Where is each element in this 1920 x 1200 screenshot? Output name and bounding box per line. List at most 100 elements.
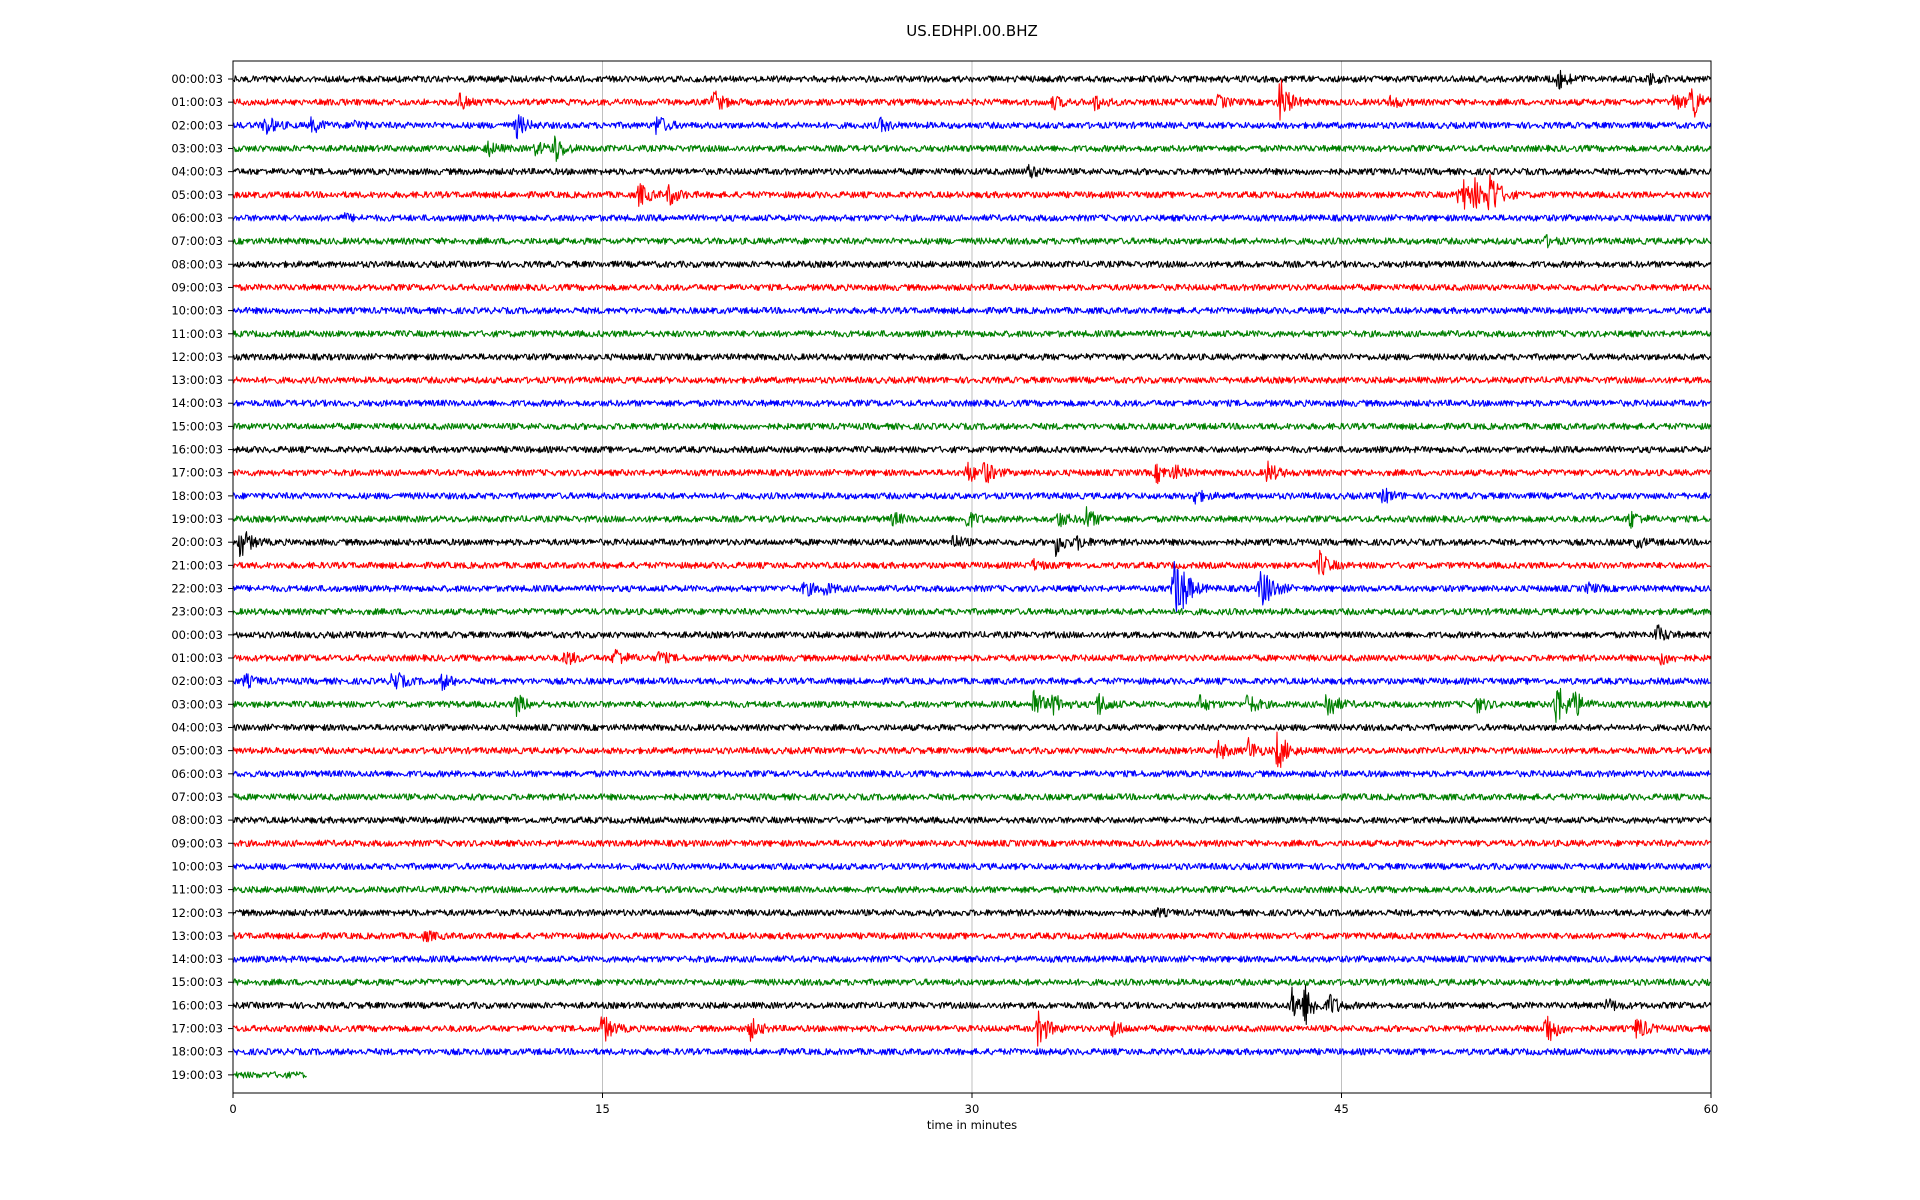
trace-line [232, 885, 1711, 894]
row-time-label: 10:00:03 [171, 859, 223, 873]
row-time-label: 05:00:03 [171, 744, 223, 758]
x-axis-ticks: 0 15 30 45 60 [229, 1093, 1718, 1116]
grid-layer [602, 61, 1342, 1093]
row-time-label: 19:00:03 [171, 512, 223, 526]
trace-line [232, 984, 1712, 1026]
trace-line [232, 560, 1711, 613]
row-time-label: 12:00:03 [171, 906, 223, 920]
trace-line [232, 79, 1712, 121]
x-tick-label: 30 [965, 1102, 980, 1116]
trace-line [232, 907, 1711, 918]
trace-line [232, 1071, 307, 1079]
row-time-label: 15:00:03 [171, 975, 223, 989]
trace-line [232, 69, 1712, 90]
trace-line [232, 283, 1712, 292]
row-time-label: 17:00:03 [171, 466, 223, 480]
row-time-label: 16:00:03 [171, 443, 223, 457]
row-time-label: 06:00:03 [171, 767, 223, 781]
row-time-label: 20:00:03 [171, 535, 223, 549]
trace-line [232, 353, 1711, 361]
row-time-label: 03:00:03 [171, 141, 223, 155]
row-time-label: 21:00:03 [171, 558, 223, 572]
trace-line [232, 1010, 1711, 1047]
trace-line [232, 770, 1711, 778]
trace-line [232, 549, 1711, 576]
trace-line [232, 687, 1712, 723]
trace-line [232, 839, 1711, 848]
row-time-label: 07:00:03 [171, 234, 223, 248]
trace-line [232, 672, 1711, 692]
row-time-label: 01:00:03 [171, 651, 223, 665]
trace-line [232, 234, 1712, 249]
row-time-label: 09:00:03 [171, 280, 223, 294]
trace-line [232, 306, 1712, 315]
row-time-label: 04:00:03 [171, 165, 223, 179]
trace-line [232, 793, 1711, 801]
row-time-label: 11:00:03 [171, 883, 223, 897]
row-time-label: 11:00:03 [171, 327, 223, 341]
row-time-label: 16:00:03 [171, 998, 223, 1012]
row-time-label: 13:00:03 [171, 373, 223, 387]
row-time-label: 02:00:03 [171, 118, 223, 132]
trace-line [232, 978, 1711, 986]
trace-line [232, 955, 1712, 963]
x-tick-label: 45 [1334, 1102, 1349, 1116]
row-time-label: 00:00:03 [171, 72, 223, 86]
row-time-label: 00:00:03 [171, 628, 223, 642]
row-time-label: 09:00:03 [171, 836, 223, 850]
row-time-label: 07:00:03 [171, 790, 223, 804]
row-time-label: 15:00:03 [171, 419, 223, 433]
trace-line [232, 731, 1712, 768]
row-time-label: 23:00:03 [171, 605, 223, 619]
trace-line [232, 624, 1712, 641]
x-tick-label: 60 [1704, 1102, 1719, 1116]
chart-title: US.EDHPI.00.BHZ [906, 22, 1038, 40]
trace-line [232, 163, 1712, 179]
trace-line [232, 376, 1711, 384]
trace-line [232, 422, 1712, 431]
trace-line [232, 173, 1711, 211]
row-time-label: 03:00:03 [171, 697, 223, 711]
x-axis-label: time in minutes [927, 1118, 1017, 1132]
trace-line [232, 399, 1711, 407]
trace-line [232, 531, 1711, 558]
x-tick-label: 0 [229, 1102, 236, 1116]
row-time-label: 13:00:03 [171, 929, 223, 943]
row-time-label: 12:00:03 [171, 350, 223, 364]
row-time-label: 22:00:03 [171, 582, 223, 596]
row-time-label: 19:00:03 [171, 1068, 223, 1082]
trace-line [232, 445, 1711, 454]
row-time-label: 08:00:03 [171, 257, 223, 271]
trace-line [232, 260, 1712, 269]
row-time-label: 17:00:03 [171, 1022, 223, 1036]
trace-line [232, 723, 1711, 732]
trace-line [232, 930, 1711, 943]
row-time-label: 01:00:03 [171, 95, 223, 109]
trace-line [232, 135, 1712, 162]
row-time-label: 14:00:03 [171, 396, 223, 410]
row-time-label: 05:00:03 [171, 188, 223, 202]
trace-line [232, 862, 1712, 871]
trace-line [232, 1047, 1711, 1056]
row-time-label: 10:00:03 [171, 304, 223, 318]
trace-line [232, 212, 1712, 223]
row-time-label: 04:00:03 [171, 720, 223, 734]
row-time-label: 18:00:03 [171, 1045, 223, 1059]
row-time-label: 06:00:03 [171, 211, 223, 225]
row-time-label: 08:00:03 [171, 813, 223, 827]
row-time-label: 14:00:03 [171, 952, 223, 966]
trace-line [232, 330, 1712, 338]
row-time-label: 18:00:03 [171, 489, 223, 503]
trace-line [232, 460, 1711, 485]
trace-line [232, 506, 1711, 529]
x-tick-label: 15 [595, 1102, 610, 1116]
trace-line [232, 816, 1712, 824]
trace-line [232, 487, 1711, 505]
row-time-label: 02:00:03 [171, 674, 223, 688]
trace-layer [232, 69, 1712, 1079]
trace-line [232, 114, 1712, 140]
row-labels: 00:00:03 01:00:03 02:00:03 03:00:03 04:00:03… [171, 72, 233, 1082]
trace-line [232, 607, 1712, 616]
